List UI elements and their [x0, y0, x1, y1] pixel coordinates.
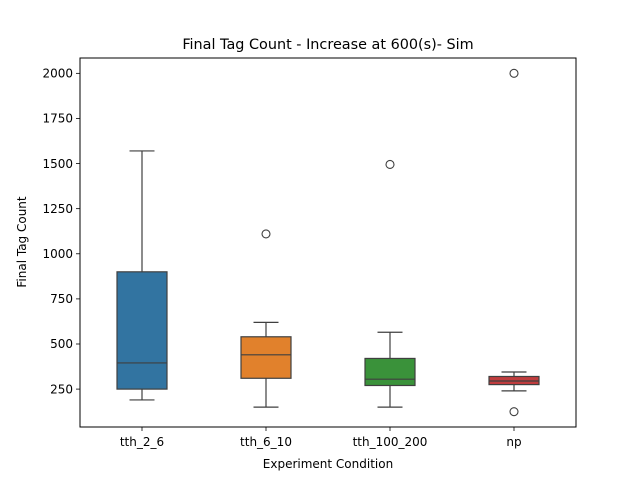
plot-frame — [79, 57, 577, 428]
y-tick-label: 1000 — [42, 247, 73, 261]
x-axis-label: Experiment Condition — [263, 457, 393, 471]
x-tick-label: np — [506, 435, 521, 449]
x-tick-label: tth_6_10 — [240, 435, 292, 449]
x-tick-label: tth_2_6 — [120, 435, 164, 449]
y-axis-label: Final Tag Count — [15, 196, 29, 288]
outlier-point — [385, 159, 395, 170]
boxes-layer — [116, 68, 540, 417]
y-tick-label: 250 — [50, 382, 73, 396]
y-axis: 250 500 750 1000 1250 1500 1750 2000 — [42, 67, 80, 396]
outlier-point — [509, 407, 519, 417]
outlier-point — [261, 229, 271, 239]
box-tth_6_10 — [240, 229, 292, 408]
y-tick-label: 750 — [50, 292, 73, 306]
box-tth_2_6 — [116, 150, 168, 401]
x-axis: tth_2_6 tth_6_10 tth_100_200 np — [120, 427, 522, 449]
iqr-box — [240, 336, 292, 379]
chart-title: Final Tag Count - Increase at 600(s)- Si… — [182, 37, 473, 53]
outlier-point — [509, 68, 519, 78]
y-tick-label: 500 — [50, 337, 73, 351]
y-tick-label: 1250 — [42, 202, 73, 216]
y-tick-label: 1500 — [42, 157, 73, 171]
box-np — [488, 68, 540, 417]
box-tth_100_200 — [364, 159, 416, 408]
iqr-box — [116, 271, 168, 390]
y-tick-label: 1750 — [42, 112, 73, 126]
iqr-box — [364, 357, 416, 387]
x-tick-label: tth_100_200 — [353, 435, 428, 449]
y-tick-label: 2000 — [42, 67, 73, 81]
